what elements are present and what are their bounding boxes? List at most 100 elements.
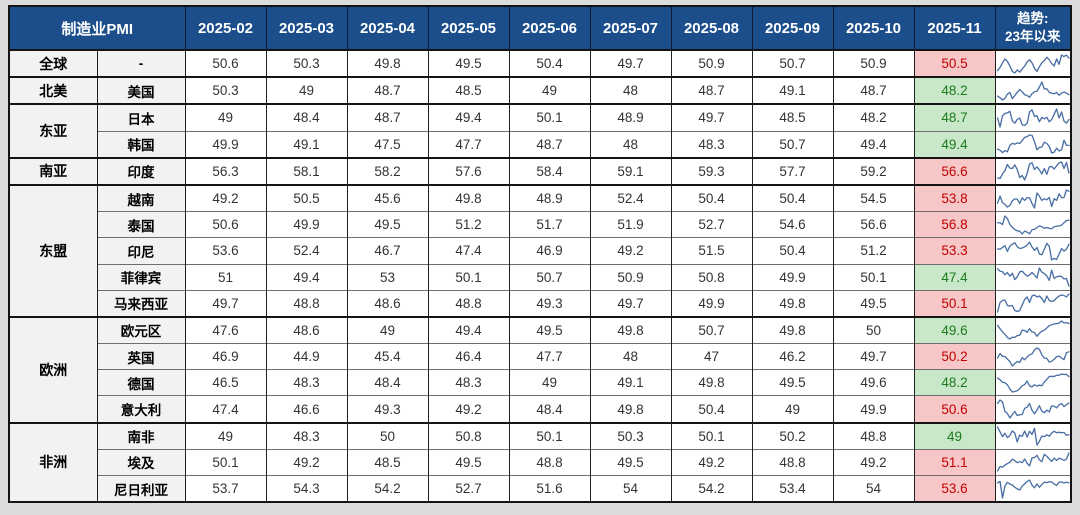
value-cell: 48	[589, 343, 671, 370]
latest-value-cell: 53.6	[913, 475, 995, 503]
value-cell: 50.7	[508, 263, 590, 291]
value-cell: 54.6	[751, 211, 833, 238]
latest-value-cell: 53.3	[913, 237, 995, 264]
value-cell: 49.4	[427, 315, 509, 344]
trend-sparkline	[994, 103, 1071, 132]
value-cell: 49.3	[346, 395, 428, 423]
country-label: 韩国	[96, 130, 185, 158]
value-cell: 49.7	[589, 289, 671, 317]
value-cell: 49.8	[670, 369, 752, 396]
trend-sparkline	[994, 183, 1071, 212]
country-label: 印度	[96, 156, 185, 185]
latest-value-cell: 56.6	[913, 156, 995, 185]
pmi-table-container: 制造业PMI 2025-02 2025-03 2025-04 2025-05 2025-…	[8, 5, 1072, 504]
value-cell: 48.6	[346, 289, 428, 317]
value-cell: 50.6	[184, 48, 266, 78]
value-cell: 49.1	[265, 130, 347, 158]
value-cell: 57.7	[751, 156, 833, 185]
region-label: 东盟	[8, 183, 97, 317]
value-cell: 49.7	[589, 48, 671, 78]
value-cell: 49.5	[832, 289, 914, 317]
value-cell: 50.7	[751, 130, 833, 158]
value-cell: 49.2	[670, 448, 752, 476]
value-cell: 50.1	[508, 421, 590, 450]
value-cell: 44.9	[265, 343, 347, 370]
value-cell: 45.4	[346, 343, 428, 370]
value-cell: 58.2	[346, 156, 428, 185]
value-cell: 47.5	[346, 130, 428, 158]
value-cell: 52.4	[589, 183, 671, 212]
value-cell: 48	[589, 130, 671, 158]
value-cell: 48.8	[265, 289, 347, 317]
value-cell: 49.4	[265, 263, 347, 291]
value-cell: 49.1	[751, 76, 833, 105]
table-row: 非洲 南非 49 48.3 50 50.8 50.1 50.3 50.1 50.2 48.8 49	[8, 421, 1071, 503]
value-cell: 50.1	[508, 103, 590, 132]
value-cell: 49	[508, 369, 590, 396]
latest-value-cell: 50.1	[913, 289, 995, 317]
value-cell: 48.5	[346, 448, 428, 476]
region-label: 非洲	[8, 421, 97, 503]
table-row: 北美 美国 50.3 49 48.7 48.5 49 48 48.7 49.1 48.7 48.2	[8, 76, 1071, 105]
country-label: -	[96, 48, 185, 78]
value-cell: 59.3	[670, 156, 752, 185]
latest-value-cell: 47.4	[913, 263, 995, 291]
country-label: 南非	[96, 421, 185, 450]
value-cell: 49.9	[832, 395, 914, 423]
value-cell: 48.5	[751, 103, 833, 132]
value-cell: 49.2	[265, 448, 347, 476]
value-cell: 47.4	[427, 237, 509, 264]
value-cell: 46.9	[508, 237, 590, 264]
value-cell: 48.3	[265, 369, 347, 396]
value-cell: 50.4	[751, 183, 833, 212]
value-cell: 49.3	[508, 289, 590, 317]
value-cell: 58.4	[508, 156, 590, 185]
value-cell: 50.4	[508, 48, 590, 78]
value-cell: 50.6	[184, 211, 266, 238]
latest-value-cell: 48.7	[913, 103, 995, 132]
table-body: 全球 -50.6 50.3 49.8 49.5 50.4 49.7 50.9 50.7 50.9 5…	[8, 48, 1071, 503]
value-cell: 48.6	[265, 315, 347, 344]
trend-sparkline	[994, 156, 1071, 185]
latest-value-cell: 48.2	[913, 369, 995, 396]
value-cell: 48.7	[832, 76, 914, 105]
value-cell: 50.3	[589, 421, 671, 450]
table-row: 德国 46.5 48.3 48.4 48.3 49 49.1 49.8 49.5 49.6 48.2	[9, 369, 1071, 396]
value-cell: 52.7	[427, 475, 509, 503]
table-row: 马来西亚 49.7 48.8 48.6 48.8 49.3 49.7 49.9 49.8 49.5…	[9, 289, 1071, 317]
table-row: 欧洲 欧元区 47.6 48.6 49 49.4 49.5 49.8 50.7 49.8 50 49.…	[8, 315, 1071, 423]
region-label: 欧洲	[8, 315, 97, 423]
value-cell: 49.5	[508, 315, 590, 344]
table-row: 尼日利亚 53.7 54.3 54.2 52.7 51.6 54 54.2 53.4 54 53.6	[9, 475, 1071, 503]
value-cell: 50.7	[670, 315, 752, 344]
country-label: 埃及	[96, 448, 185, 476]
country-label: 菲律宾	[96, 263, 185, 291]
value-cell: 56.3	[184, 156, 266, 185]
trend-sparkline	[994, 343, 1071, 370]
table-row: 印尼 53.6 52.4 46.7 47.4 46.9 49.2 51.5 50.4 51.2 53…	[9, 237, 1071, 264]
value-cell: 52.4	[265, 237, 347, 264]
trend-sparkline	[994, 475, 1071, 503]
value-cell: 47.6	[184, 315, 266, 344]
value-cell: 48.9	[508, 183, 590, 212]
value-cell: 49.8	[751, 315, 833, 344]
value-cell: 50.4	[751, 237, 833, 264]
country-label: 马来西亚	[96, 289, 185, 317]
trend-sparkline	[994, 315, 1071, 344]
trend-sparkline	[994, 448, 1071, 476]
value-cell: 50.8	[670, 263, 752, 291]
value-cell: 46.2	[751, 343, 833, 370]
value-cell: 50.1	[670, 421, 752, 450]
value-cell: 50.1	[427, 263, 509, 291]
table-title: 制造业PMI	[8, 6, 185, 51]
value-cell: 53.6	[184, 237, 266, 264]
value-cell: 49.7	[832, 343, 914, 370]
column-header-2025-10: 2025-10	[832, 6, 914, 51]
value-cell: 51.6	[508, 475, 590, 503]
value-cell: 49	[508, 76, 590, 105]
value-cell: 49.8	[589, 315, 671, 344]
latest-value-cell: 56.8	[913, 211, 995, 238]
country-label: 越南	[96, 183, 185, 212]
value-cell: 53.4	[751, 475, 833, 503]
column-header-2025-05: 2025-05	[427, 6, 509, 51]
